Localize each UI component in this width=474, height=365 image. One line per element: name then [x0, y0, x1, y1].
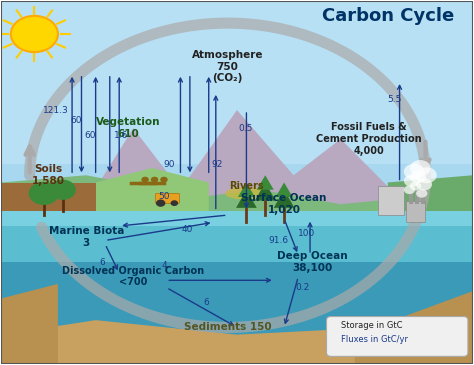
FancyBboxPatch shape [1, 1, 473, 164]
Polygon shape [1, 320, 473, 364]
Circle shape [416, 178, 432, 191]
Polygon shape [255, 182, 276, 201]
FancyBboxPatch shape [1, 182, 96, 226]
Circle shape [141, 177, 149, 182]
Circle shape [160, 177, 168, 182]
Text: Fluxes in GtC/yr: Fluxes in GtC/yr [341, 335, 408, 344]
Text: 60: 60 [70, 116, 82, 126]
Text: 40: 40 [182, 225, 193, 234]
Text: 92: 92 [211, 160, 223, 169]
FancyBboxPatch shape [378, 186, 404, 215]
Text: Surface Ocean
1,020: Surface Ocean 1,020 [241, 193, 327, 215]
Circle shape [404, 164, 425, 180]
Circle shape [410, 171, 426, 183]
Circle shape [151, 177, 158, 182]
Text: 60: 60 [84, 131, 96, 140]
Text: Vegetation
610: Vegetation 610 [96, 118, 161, 139]
FancyBboxPatch shape [155, 193, 180, 204]
Polygon shape [276, 182, 292, 197]
Polygon shape [355, 291, 473, 364]
Polygon shape [236, 190, 257, 208]
Text: Rivers: Rivers [229, 181, 264, 191]
Circle shape [29, 182, 59, 205]
Circle shape [410, 160, 431, 176]
Ellipse shape [225, 187, 268, 200]
Text: 90: 90 [163, 160, 174, 169]
Text: Soils
1,580: Soils 1,580 [32, 165, 65, 186]
Polygon shape [274, 190, 294, 208]
FancyBboxPatch shape [421, 190, 425, 204]
FancyBboxPatch shape [1, 219, 473, 299]
Circle shape [11, 16, 58, 52]
Polygon shape [238, 182, 255, 197]
Circle shape [410, 182, 421, 191]
Polygon shape [1, 284, 58, 364]
Text: 6: 6 [203, 297, 209, 307]
Text: 100: 100 [298, 229, 315, 238]
Text: 91.6: 91.6 [268, 236, 289, 245]
Polygon shape [388, 175, 473, 226]
Text: 0.2: 0.2 [295, 283, 309, 292]
Circle shape [171, 200, 178, 206]
Text: 5.5: 5.5 [388, 95, 402, 104]
Text: Sediments 150: Sediments 150 [184, 322, 272, 333]
Circle shape [416, 167, 437, 183]
Polygon shape [1, 110, 473, 226]
FancyBboxPatch shape [327, 316, 468, 356]
Text: Dissolved Organic Carbon
<700: Dissolved Organic Carbon <700 [62, 266, 204, 288]
Text: 121.3: 121.3 [43, 105, 68, 115]
Text: Fossil Fuels &
Cement Production
4,000: Fossil Fuels & Cement Production 4,000 [316, 122, 422, 155]
Text: 50: 50 [158, 192, 170, 201]
Text: Carbon Cycle: Carbon Cycle [322, 7, 454, 25]
Circle shape [404, 174, 420, 187]
Text: 0.5: 0.5 [238, 124, 253, 132]
Circle shape [156, 200, 165, 207]
Text: Deep Ocean
38,100: Deep Ocean 38,100 [277, 251, 348, 273]
Text: 1.6: 1.6 [114, 131, 129, 140]
Text: 4: 4 [161, 261, 167, 270]
Circle shape [416, 189, 428, 198]
FancyBboxPatch shape [1, 211, 473, 226]
Polygon shape [96, 168, 209, 226]
FancyBboxPatch shape [409, 190, 413, 204]
Circle shape [49, 180, 76, 200]
Circle shape [404, 185, 415, 194]
Text: Storage in GtC: Storage in GtC [341, 321, 402, 330]
FancyBboxPatch shape [1, 1, 473, 226]
Polygon shape [257, 175, 274, 190]
Text: Atmosphere
750
(CO₂): Atmosphere 750 (CO₂) [192, 50, 264, 83]
Text: Marine Biota
3: Marine Biota 3 [48, 226, 124, 247]
FancyBboxPatch shape [415, 190, 419, 204]
FancyBboxPatch shape [406, 201, 425, 222]
FancyBboxPatch shape [1, 262, 473, 335]
Text: 6: 6 [100, 258, 106, 267]
Polygon shape [1, 175, 473, 226]
